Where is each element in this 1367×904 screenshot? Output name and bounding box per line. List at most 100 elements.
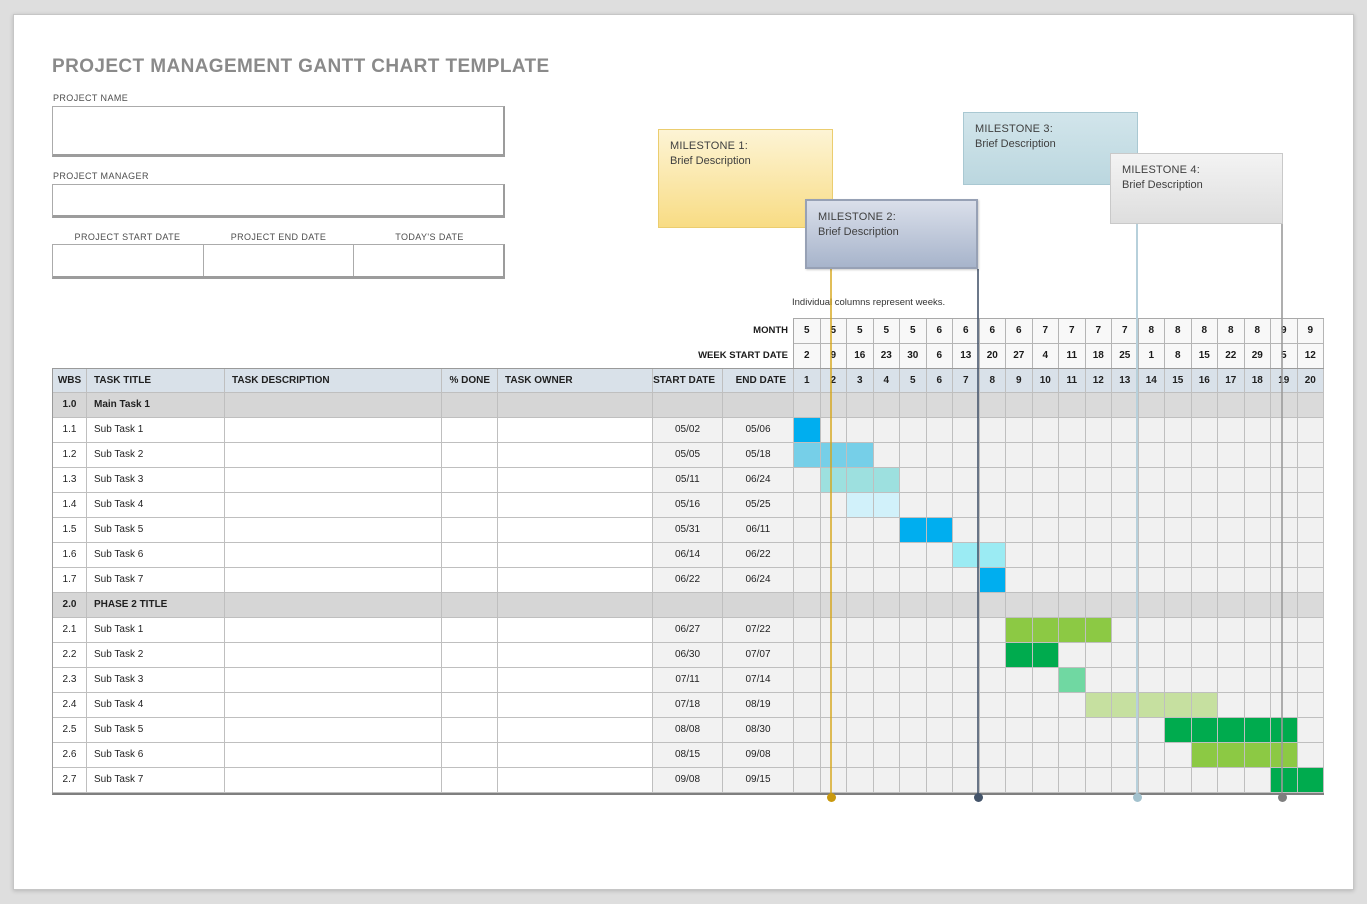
gantt-cell[interactable] [953,418,980,443]
gantt-bar-cell[interactable] [1297,768,1324,793]
gantt-cell[interactable] [847,693,874,718]
task-end-date[interactable]: 06/11 [723,518,794,543]
gantt-cell[interactable] [1085,393,1112,418]
gantt-cell[interactable] [1059,393,1086,418]
gantt-cell[interactable] [1191,668,1218,693]
task-description[interactable] [225,643,442,668]
gantt-cell[interactable] [1085,743,1112,768]
task-owner[interactable] [498,568,653,593]
task-start-date[interactable]: 06/14 [653,543,723,568]
task-title[interactable]: Sub Task 1 [87,618,225,643]
task-title[interactable]: Sub Task 5 [87,518,225,543]
gantt-cell[interactable] [1218,468,1245,493]
task-start-date[interactable]: 05/31 [653,518,723,543]
task-title[interactable]: Sub Task 7 [87,568,225,593]
gantt-cell[interactable] [1297,443,1324,468]
gantt-cell[interactable] [873,393,900,418]
gantt-cell[interactable] [1218,543,1245,568]
gantt-cell[interactable] [1271,543,1298,568]
gantt-cell[interactable] [1218,693,1245,718]
gantt-cell[interactable] [1059,568,1086,593]
gantt-bar-cell[interactable] [1032,618,1059,643]
gantt-cell[interactable] [1244,543,1271,568]
gantt-bar-cell[interactable] [1059,618,1086,643]
gantt-cell[interactable] [1006,743,1033,768]
gantt-cell[interactable] [1059,693,1086,718]
gantt-cell[interactable] [794,393,821,418]
gantt-cell[interactable] [953,743,980,768]
gantt-cell[interactable] [1191,768,1218,793]
gantt-bar-cell[interactable] [1059,668,1086,693]
project-name-input[interactable] [52,106,505,157]
gantt-cell[interactable] [1138,643,1165,668]
task-start-date[interactable]: 09/08 [653,768,723,793]
gantt-cell[interactable] [847,518,874,543]
gantt-cell[interactable] [1032,693,1059,718]
task-description[interactable] [225,393,442,418]
gantt-cell[interactable] [953,718,980,743]
task-pct-done[interactable] [442,443,498,468]
gantt-cell[interactable] [1244,643,1271,668]
task-wbs[interactable]: 1.2 [53,443,87,468]
task-pct-done[interactable] [442,743,498,768]
milestone-box-4[interactable]: MILESTONE 4: Brief Description [1110,153,1283,224]
gantt-cell[interactable] [900,693,927,718]
gantt-cell[interactable] [873,443,900,468]
gantt-cell[interactable] [1297,718,1324,743]
gantt-cell[interactable] [1032,518,1059,543]
gantt-cell[interactable] [1244,518,1271,543]
gantt-cell[interactable] [1218,493,1245,518]
gantt-cell[interactable] [900,618,927,643]
task-end-date[interactable]: 06/24 [723,568,794,593]
task-description[interactable] [225,443,442,468]
task-end-date[interactable]: 06/24 [723,468,794,493]
gantt-cell[interactable] [1112,443,1139,468]
gantt-cell[interactable] [1191,418,1218,443]
gantt-cell[interactable] [1138,668,1165,693]
gantt-cell[interactable] [900,568,927,593]
gantt-cell[interactable] [820,618,847,643]
gantt-cell[interactable] [1271,568,1298,593]
gantt-cell[interactable] [979,518,1006,543]
task-start-date[interactable]: 06/27 [653,618,723,643]
gantt-bar-cell[interactable] [847,443,874,468]
gantt-cell[interactable] [794,643,821,668]
gantt-cell[interactable] [873,718,900,743]
gantt-cell[interactable] [1006,468,1033,493]
gantt-cell[interactable] [953,518,980,543]
gantt-cell[interactable] [926,443,953,468]
gantt-bar-cell[interactable] [1112,693,1139,718]
task-description[interactable] [225,518,442,543]
gantt-cell[interactable] [979,718,1006,743]
gantt-cell[interactable] [1165,493,1192,518]
gantt-cell[interactable] [1138,468,1165,493]
gantt-cell[interactable] [1244,493,1271,518]
gantt-cell[interactable] [1112,643,1139,668]
gantt-cell[interactable] [1271,468,1298,493]
gantt-cell[interactable] [794,743,821,768]
gantt-cell[interactable] [1165,518,1192,543]
gantt-bar-cell[interactable] [1085,693,1112,718]
gantt-cell[interactable] [847,668,874,693]
gantt-cell[interactable] [1138,493,1165,518]
gantt-bar-cell[interactable] [1218,718,1245,743]
task-wbs[interactable]: 1.3 [53,468,87,493]
gantt-cell[interactable] [1218,443,1245,468]
gantt-cell[interactable] [1059,643,1086,668]
gantt-cell[interactable] [1244,468,1271,493]
gantt-cell[interactable] [1297,393,1324,418]
gantt-cell[interactable] [900,468,927,493]
task-title[interactable]: Sub Task 2 [87,443,225,468]
task-owner[interactable] [498,718,653,743]
gantt-bar-cell[interactable] [1191,743,1218,768]
task-start-date[interactable]: 08/08 [653,718,723,743]
gantt-cell[interactable] [1244,768,1271,793]
gantt-bar-cell[interactable] [1165,718,1192,743]
task-pct-done[interactable] [442,593,498,618]
task-owner[interactable] [498,643,653,668]
gantt-bar-cell[interactable] [1191,693,1218,718]
task-owner[interactable] [498,543,653,568]
gantt-cell[interactable] [794,568,821,593]
gantt-bar-cell[interactable] [1244,743,1271,768]
task-description[interactable] [225,668,442,693]
